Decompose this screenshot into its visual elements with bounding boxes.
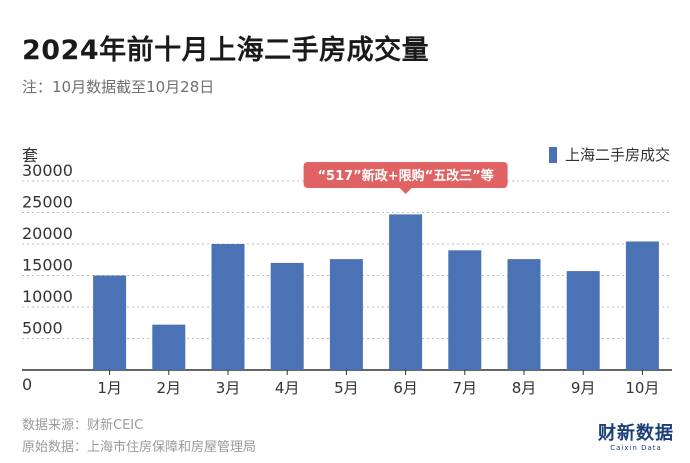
data-source-note: 数据来源：财新CEIC	[22, 418, 144, 433]
chart-subtitle: 注：10月数据截至10月28日	[22, 78, 215, 96]
bar	[211, 244, 245, 370]
x-tick-label: 9月	[571, 379, 596, 397]
y-tick-label: 15000	[22, 256, 73, 275]
original-data-note: 原始数据：上海市住房保障和房屋管理局	[22, 440, 257, 455]
y-tick-label: 10000	[22, 287, 73, 306]
y-tick-label: 5000	[22, 319, 63, 338]
bar	[625, 241, 659, 370]
logo-main-text: 财新数据	[598, 423, 674, 444]
bar	[93, 275, 127, 370]
x-tick-label: 2月	[157, 379, 182, 397]
legend-label: 上海二手房成交	[564, 146, 670, 164]
chart-title: 2024年前十月上海二手房成交量	[22, 35, 430, 66]
x-tick-label: 4月	[275, 379, 300, 397]
annotation-text: “517”新政+限购“五改三”等	[317, 168, 493, 184]
annotation-pointer	[399, 188, 412, 194]
x-tick-label: 5月	[334, 379, 359, 397]
y-axis-unit-label: 套	[22, 146, 39, 165]
chart-legend: 上海二手房成交	[548, 144, 670, 165]
legend-swatch	[548, 146, 557, 163]
annotation-box	[303, 162, 508, 188]
caixin-data-logo: 财新数据 Caixin Data	[598, 424, 674, 453]
bar	[270, 262, 304, 370]
bar	[448, 250, 482, 370]
x-tick-label: 1月	[97, 379, 122, 397]
y-tick-label: 30000	[22, 161, 73, 180]
x-tick-label: 7月	[453, 379, 478, 397]
y-tick-label: 0	[22, 375, 32, 394]
bar	[507, 259, 541, 370]
x-tick-label: 3月	[216, 379, 241, 397]
bar	[566, 271, 600, 370]
y-tick-label: 20000	[22, 224, 73, 243]
logo-sub-text: Caixin Data	[610, 444, 662, 452]
bar	[329, 259, 363, 370]
annotation-callout: “517”新政+限购“五改三”等	[303, 162, 508, 194]
bar	[152, 324, 186, 370]
y-tick-label: 25000	[22, 193, 73, 212]
x-tick-label: 10月	[625, 379, 659, 397]
x-tick-label: 6月	[393, 379, 418, 397]
x-tick-label: 8月	[512, 379, 537, 397]
bar	[389, 214, 423, 370]
